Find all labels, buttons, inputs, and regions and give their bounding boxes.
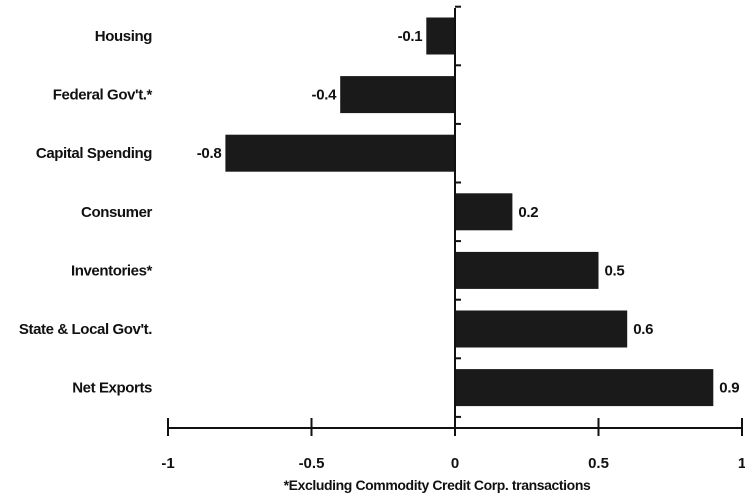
bar [455,369,714,407]
value-label: -0.1 [398,28,423,45]
category-label: Inventories* [71,262,153,279]
x-axis-group: -1 -0.5 0 0.5 1 [161,418,745,472]
bar [455,310,628,348]
value-label: 0.9 [719,380,739,397]
footnote: *Excluding Commodity Credit Corp. transa… [284,477,591,493]
x-tick-label: 1 [738,455,745,472]
value-label: 0.5 [605,262,625,279]
x-tick-label: -0.5 [299,455,325,472]
category-label: Consumer [81,204,153,221]
category-label: Capital Spending [36,145,152,162]
category-label: Federal Gov't.* [53,87,153,104]
value-label: -0.4 [312,87,338,104]
category-label: Housing [95,28,152,45]
bar [340,76,455,114]
zero-axis-group [454,5,461,428]
category-label: State & Local Gov't. [19,321,152,338]
bar [455,193,513,231]
bar [225,134,455,172]
x-tick-label: 0.5 [588,455,609,472]
bar [426,17,455,55]
x-tick-label: 0 [451,455,459,472]
value-label: 0.6 [633,321,653,338]
x-tick-label: -1 [161,455,174,472]
bars-group [225,17,714,407]
value-labels-group: -0.1 -0.4 -0.8 0.2 0.5 0.6 0.9 [197,28,740,397]
bar [455,251,599,289]
category-labels-group: Housing Federal Gov't.* Capital Spending Co… [19,28,153,397]
category-label: Net Exports [72,380,152,397]
value-label: 0.2 [518,204,538,221]
value-label: -0.8 [197,145,222,162]
